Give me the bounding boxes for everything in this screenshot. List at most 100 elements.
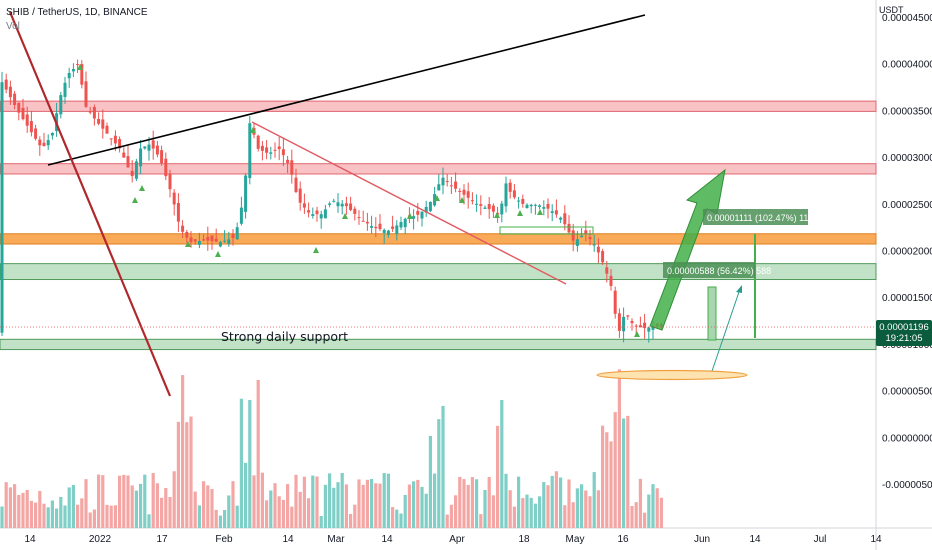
volume-bar <box>479 514 483 528</box>
candle-body <box>265 147 269 153</box>
zone-support[interactable] <box>0 263 877 281</box>
volume-bar <box>307 498 311 528</box>
zone-support[interactable] <box>0 338 877 351</box>
candle-body <box>609 275 613 286</box>
candle-body <box>458 190 462 192</box>
candle-body <box>126 156 130 168</box>
candle-body <box>134 161 138 179</box>
candle-body <box>164 158 168 177</box>
candle-body <box>311 214 315 217</box>
volume-bar <box>626 415 630 528</box>
volume-bar <box>416 479 420 528</box>
volume-indicator-label[interactable]: Vol <box>6 21 20 32</box>
candle-body <box>592 244 596 246</box>
candle-body <box>151 140 155 149</box>
candle-body <box>559 217 563 220</box>
candle-body <box>97 118 101 124</box>
candle-body <box>13 93 17 106</box>
time-tick-label: Mar <box>327 534 345 545</box>
trendline-black[interactable] <box>47 14 646 166</box>
volume-bar <box>332 487 336 528</box>
volume-bar <box>269 490 273 528</box>
price-unit: USDT <box>879 5 904 15</box>
price-axis[interactable]: 0.00004500 0.00004000 0.00003500 0.00003000… <box>882 13 932 491</box>
candle-body <box>328 203 332 205</box>
price-tick-label: 0.00001500 <box>882 293 932 304</box>
volume-bar <box>122 474 126 528</box>
range-box[interactable] <box>499 226 594 235</box>
measure-bar-1[interactable] <box>707 286 717 341</box>
volume-bar <box>546 485 550 528</box>
last-price-value: 0.00001196 <box>879 322 929 333</box>
support-ellipse[interactable] <box>596 369 748 381</box>
candle-body <box>630 320 634 324</box>
volume-bar <box>357 479 361 528</box>
signal-marker <box>250 127 256 133</box>
volume-bar <box>235 505 239 528</box>
candle-body <box>76 64 80 66</box>
candle-body <box>626 315 630 317</box>
candle-body <box>29 121 33 133</box>
volume-bar <box>391 507 395 528</box>
candle-body <box>491 205 495 212</box>
volume-bar <box>475 479 479 528</box>
trendline-red-short[interactable] <box>251 121 567 285</box>
volume-bar <box>181 375 185 528</box>
candle-body <box>214 238 218 242</box>
candle-body <box>286 159 290 163</box>
target-2-label: 0.00001111 (102.47%) 1111 <box>707 213 817 223</box>
volume-bar <box>466 484 470 528</box>
candle-body <box>298 188 302 203</box>
candle-body <box>248 123 252 179</box>
candle-body <box>101 119 105 129</box>
volume-bar <box>437 419 441 528</box>
candle-body <box>109 138 113 140</box>
time-tick-label: 14 <box>282 534 294 545</box>
volume-bar <box>315 476 319 528</box>
volume-bar <box>349 513 353 528</box>
trendline-red-long[interactable] <box>8 11 172 397</box>
target-1-box <box>663 262 755 278</box>
candle-body <box>147 144 151 151</box>
time-axis[interactable]: 14 2022 17 Feb 14 Mar 14 Apr 18 May 16 Jun 14 Jul 14 <box>24 534 882 545</box>
volume-bar <box>118 475 122 528</box>
volume-bar <box>265 500 269 528</box>
volume-bar <box>210 488 214 528</box>
candle-body <box>231 233 235 239</box>
zone-resistance[interactable] <box>0 163 877 175</box>
volume-bar <box>622 418 626 528</box>
candle-body <box>50 132 54 136</box>
volume-bar <box>273 483 277 528</box>
volume-bar <box>596 490 600 528</box>
zone-resistance[interactable] <box>0 100 877 112</box>
candle-body <box>550 211 554 213</box>
candle-body <box>0 82 4 333</box>
candle-body <box>622 316 626 332</box>
candle-body <box>349 203 353 211</box>
candle-body <box>17 102 21 113</box>
volume-bar <box>655 488 659 528</box>
volume-bar <box>559 477 563 528</box>
volume-bar <box>4 482 8 528</box>
zone-orange[interactable] <box>0 233 877 245</box>
volume-bar <box>617 369 621 528</box>
candle-body <box>332 200 336 202</box>
volume-bar <box>634 502 638 528</box>
candle-body <box>307 210 311 213</box>
volume-bar <box>449 504 453 528</box>
volume-bar <box>298 491 302 528</box>
thin-arrow-head <box>736 285 742 293</box>
volume-bar <box>38 490 42 528</box>
candle-body <box>357 217 361 219</box>
candle-body <box>244 175 248 212</box>
price-tick-label: 0.00000000 <box>882 433 932 444</box>
time-tick-label: 2022 <box>89 534 112 545</box>
candle-body <box>412 216 416 219</box>
candle-body <box>113 135 117 144</box>
candle-body <box>382 229 386 233</box>
candle-body <box>420 211 424 219</box>
time-tick-label: Apr <box>449 534 465 545</box>
candle-body <box>155 145 159 155</box>
symbol-title[interactable]: SHIB / TetherUS, 1D, BINANCE <box>6 7 148 18</box>
